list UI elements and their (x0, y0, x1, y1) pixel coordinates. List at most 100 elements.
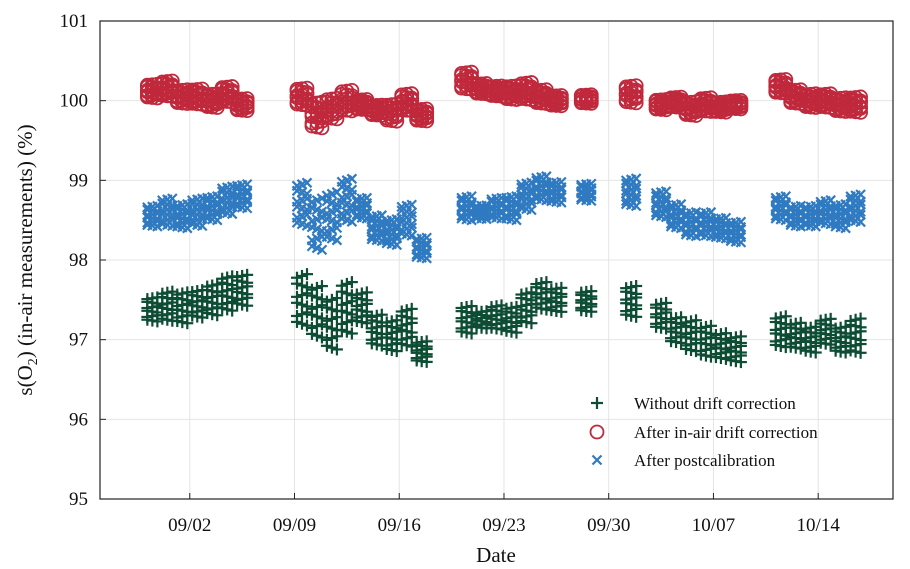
y-tick-label: 98 (69, 250, 88, 271)
y-axis-label-main: s(O (13, 365, 37, 395)
data-point (705, 206, 717, 218)
x-axis-label: Date (476, 543, 516, 567)
x-tick-label: 09/23 (482, 515, 525, 536)
data-point (630, 280, 643, 293)
data-point (824, 312, 837, 325)
legend-label: After postcalibration (634, 451, 776, 470)
y-axis-label-subscript: 2 (26, 358, 41, 365)
data-point (346, 184, 358, 196)
data-point (465, 300, 478, 313)
data-point (854, 312, 867, 325)
series-plus (141, 268, 867, 369)
legend-label: Without drift correction (634, 394, 796, 413)
data-point (406, 199, 418, 211)
data-point (704, 319, 717, 332)
data-point (855, 189, 866, 200)
data-point (464, 64, 479, 80)
data-point (419, 101, 435, 117)
data-point (628, 89, 644, 104)
data-point (239, 91, 255, 107)
data-point (375, 308, 388, 321)
y-tick-label: 99 (69, 170, 88, 191)
x-tick-label: 10/07 (692, 515, 735, 536)
data-point (406, 210, 418, 222)
data-point (300, 268, 313, 281)
data-point (406, 222, 418, 233)
data-point (628, 78, 644, 94)
legend-marker-circle (589, 424, 605, 440)
y-axis-label-tail: ) (in-air measurements) (%) (13, 124, 37, 358)
legend-marker-x (591, 454, 603, 466)
data-point (853, 93, 868, 109)
data-point (675, 198, 687, 210)
data-point (556, 184, 567, 195)
data-point (779, 310, 792, 323)
data-point (735, 216, 747, 228)
y-tick-label: 101 (60, 11, 89, 32)
data-point (167, 193, 178, 204)
x-tick-label: 09/16 (378, 515, 421, 536)
data-point (316, 244, 328, 256)
y-axis-label: s(O2) (in-air measurements) (%) (13, 124, 41, 395)
x-tick-label: 10/14 (797, 515, 841, 536)
series-x (142, 171, 866, 264)
x-tick-label: 09/02 (168, 515, 211, 536)
data-point (585, 285, 598, 298)
y-tick-label: 95 (69, 489, 88, 510)
data-points (139, 64, 868, 369)
data-point (346, 173, 358, 185)
x-tick-label: 09/30 (587, 515, 630, 536)
data-point (585, 178, 597, 189)
data-point (361, 192, 373, 204)
data-point (345, 327, 358, 340)
data-point (555, 281, 568, 294)
data-point (345, 276, 358, 289)
data-point (660, 296, 673, 309)
y-tick-label: 96 (69, 409, 88, 430)
data-point (224, 79, 240, 94)
data-point (330, 343, 343, 356)
data-point (630, 173, 642, 184)
legend-label: After in-air drift correction (634, 423, 818, 442)
data-point (690, 314, 703, 327)
data-point (405, 302, 418, 315)
data-point (299, 80, 315, 96)
data-point (241, 196, 253, 208)
y-tick-label: 100 (60, 91, 89, 112)
data-point (734, 330, 747, 343)
y-axis-ticks: 95 96 97 98 99 100 101 (60, 11, 106, 510)
data-point (630, 193, 642, 205)
data-point (540, 276, 553, 289)
data-point (420, 335, 433, 348)
data-point (583, 87, 599, 103)
data-point (316, 193, 328, 204)
data-point (853, 89, 868, 105)
data-point (241, 187, 253, 199)
series-circle (139, 64, 868, 136)
data-point (331, 234, 343, 246)
data-point (660, 186, 672, 197)
data-point (556, 192, 567, 203)
data-point (556, 176, 567, 188)
data-point (406, 218, 418, 230)
data-point (585, 182, 597, 194)
data-point (404, 86, 420, 102)
data-point (853, 104, 868, 120)
data-point (735, 224, 747, 235)
data-point (553, 88, 569, 103)
data-point (421, 240, 432, 251)
data-point (466, 190, 477, 202)
data-point (630, 183, 642, 195)
data-point (330, 292, 343, 305)
data-point (421, 232, 432, 244)
legend: Without drift correction After in-air dri… (589, 394, 818, 470)
data-point (735, 231, 747, 243)
data-point (301, 188, 313, 200)
data-point (733, 92, 749, 108)
data-point (421, 247, 432, 259)
data-point (360, 286, 373, 299)
x-tick-label: 09/09 (273, 515, 316, 536)
data-point (301, 177, 313, 189)
data-point (299, 91, 315, 107)
